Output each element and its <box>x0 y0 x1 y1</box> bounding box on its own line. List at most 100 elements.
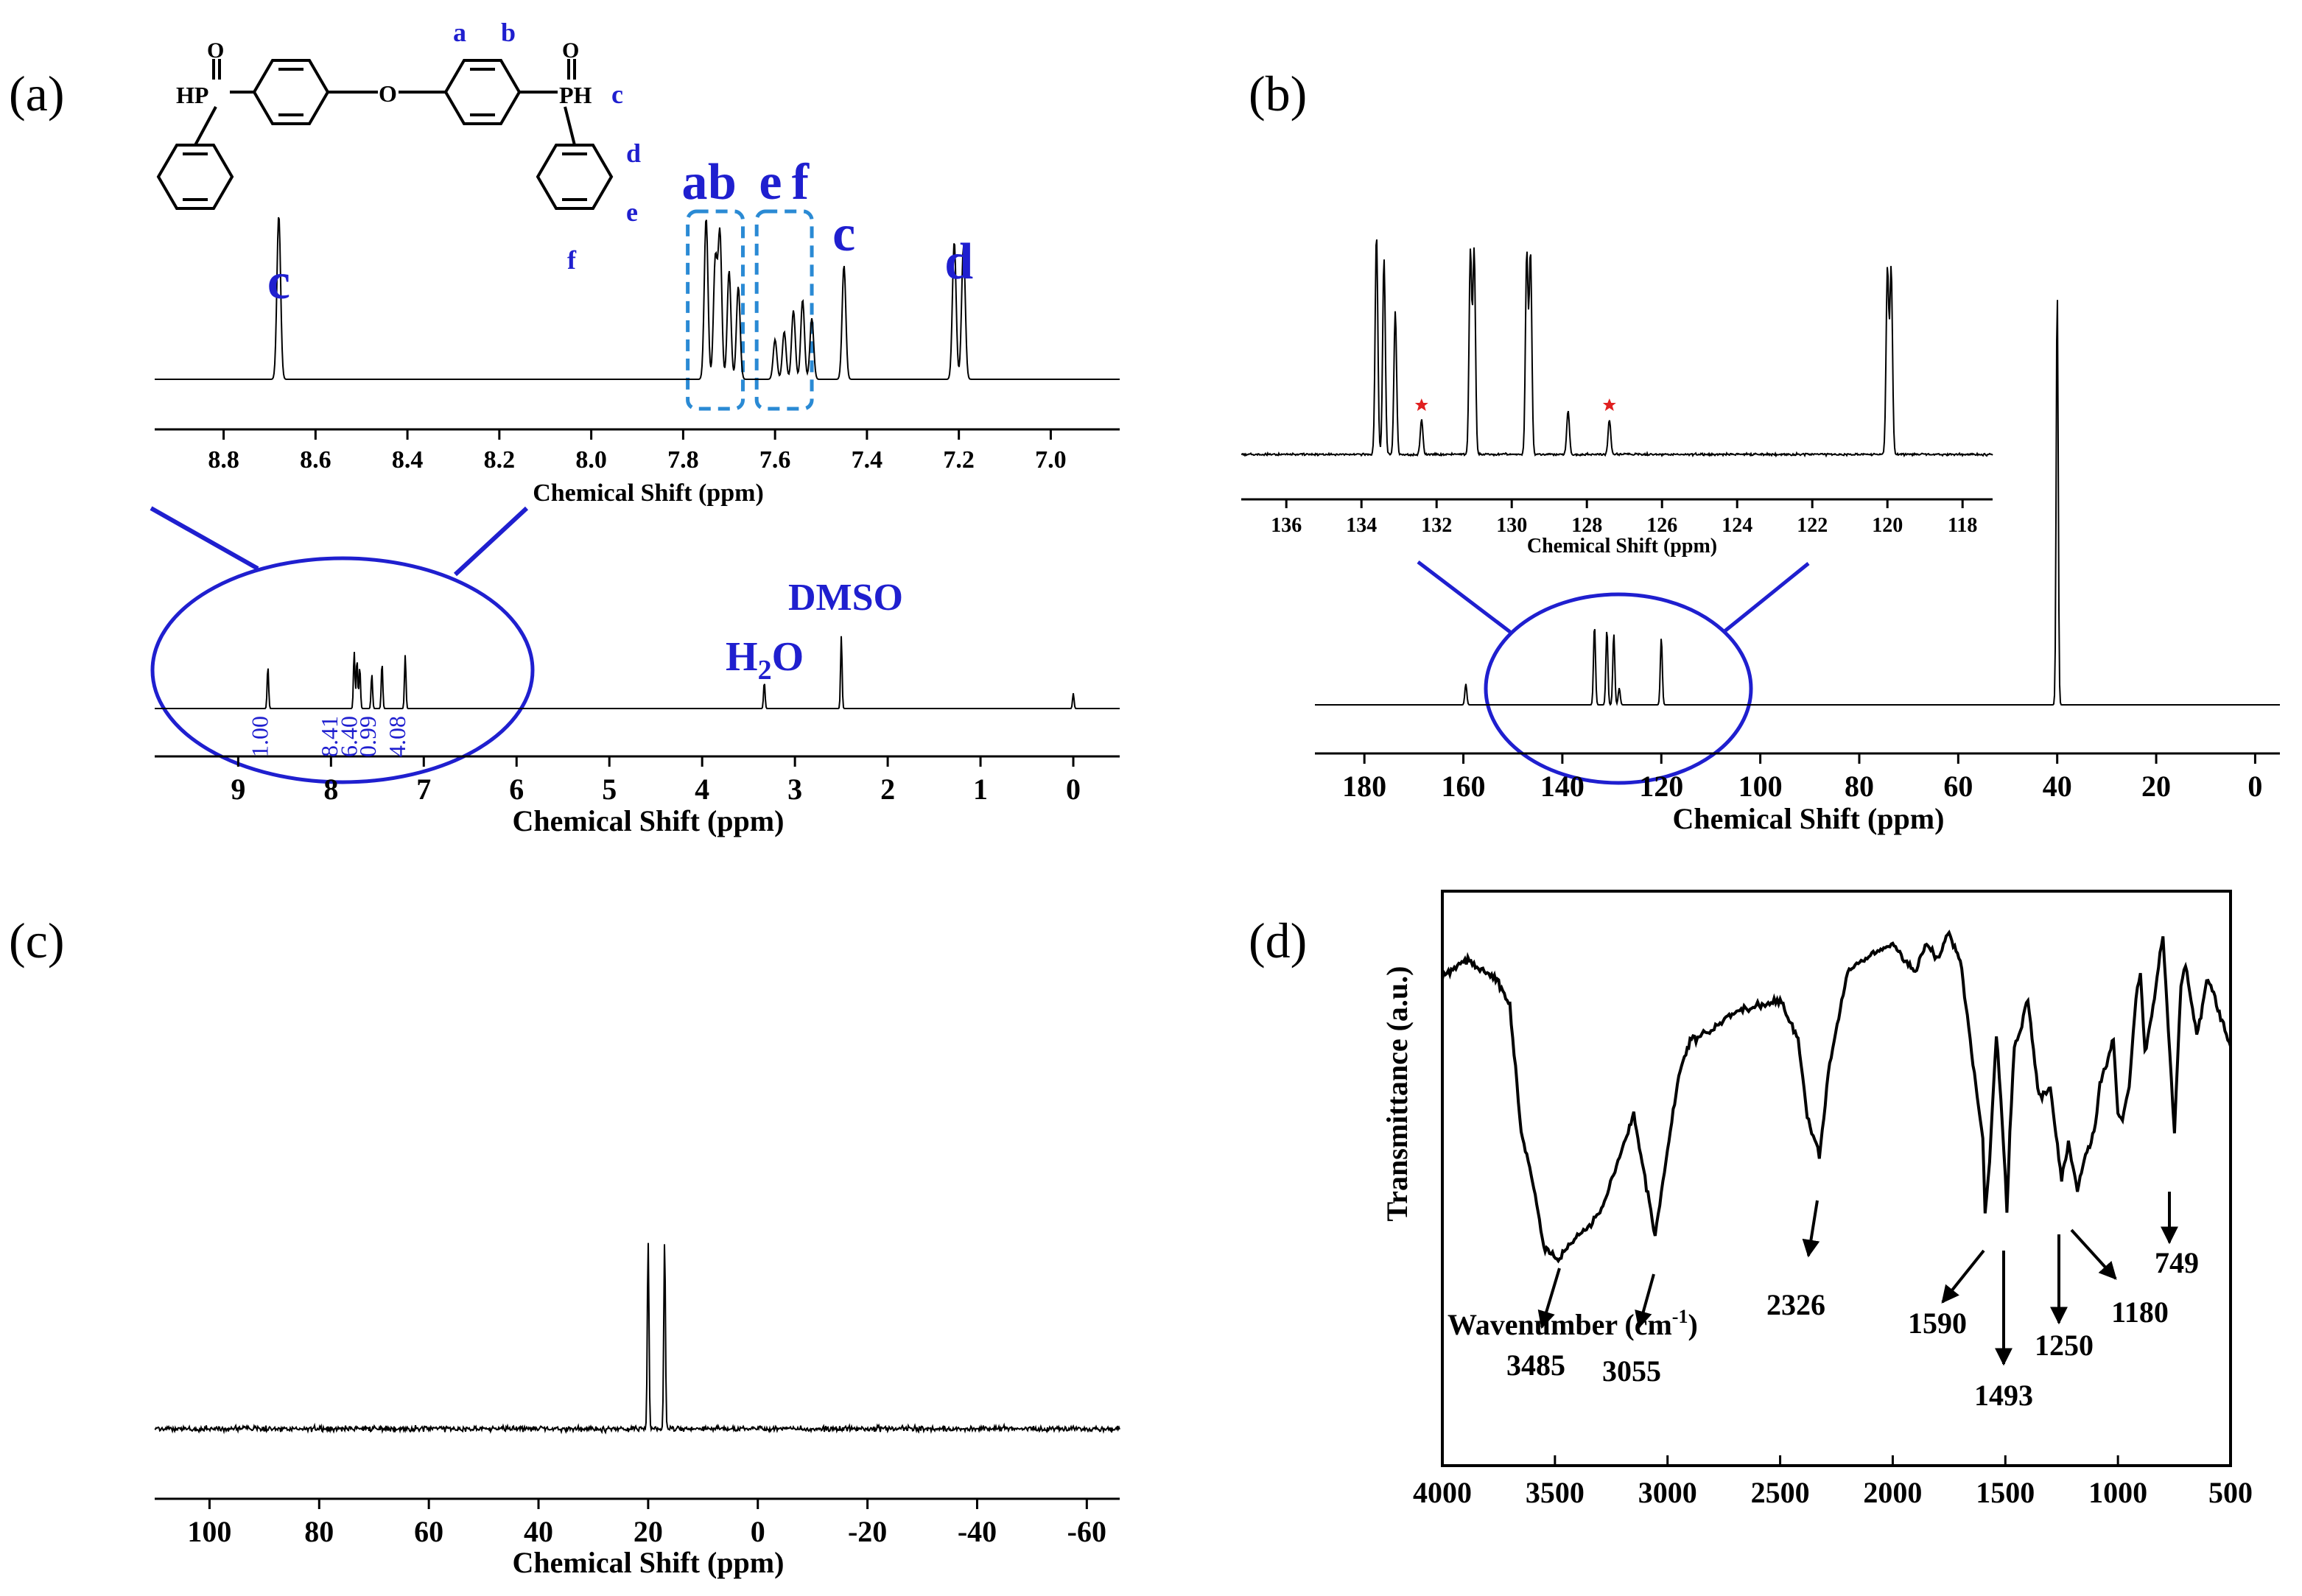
impurity-star-1 <box>1602 398 1616 411</box>
spectrum-line-b-main <box>1315 300 2280 706</box>
structure-po-left: O <box>207 38 224 63</box>
ir-peak-label-2: 2326 <box>1766 1288 1825 1321</box>
x-tick-label-a-main-6: 3 <box>787 773 802 806</box>
peak-label-a-1: a <box>681 154 707 211</box>
peak-label-f-4: f <box>792 154 810 211</box>
x-tick-label-b-main-6: 60 <box>1943 770 1973 803</box>
x-tick-label-a-main-9: 0 <box>1066 773 1081 806</box>
x-axis-title-c-main: Chemical Shift (ppm) <box>513 1546 785 1579</box>
x-tick-label-c-main-0: 100 <box>187 1515 231 1548</box>
ir-peak-label-3: 1590 <box>1908 1307 1967 1340</box>
molecule-structure <box>156 59 614 210</box>
x-tick-label-d-main-4: 2000 <box>1863 1476 1922 1509</box>
annotation-dmso: DMSO <box>788 577 903 619</box>
highlight-box-0 <box>686 209 745 411</box>
ir-peak-label-7: 749 <box>2155 1246 2199 1279</box>
spectrum-line-c-main <box>154 1242 1120 1435</box>
x-tick-label-b-main-3: 120 <box>1639 770 1683 803</box>
x-tick-label-c-main-3: 40 <box>524 1515 553 1548</box>
ir-peak-label-5: 1250 <box>2035 1329 2094 1362</box>
integral-4: 4.08 <box>384 716 410 757</box>
panel-label-b: (b) <box>1249 66 1307 122</box>
panel-label-d: (d) <box>1249 913 1307 969</box>
zoom-connector-b-left <box>1417 560 1512 633</box>
x-tick-label-d-main-6: 1000 <box>2088 1476 2147 1509</box>
annotation-h2o: H2O <box>726 634 804 686</box>
annotation-layer <box>150 506 1810 785</box>
ir-xlabel: Wavenumber (cm-1) <box>1447 1306 1698 1341</box>
structure-label-f: f <box>567 245 577 275</box>
x-tick-label-b-main-5: 80 <box>1845 770 1874 803</box>
ir-arrow-2 <box>1802 1200 1820 1258</box>
peak-label-c-0: c <box>267 253 290 310</box>
ir-peak-label-4: 1493 <box>1974 1379 2033 1412</box>
x-tick-label-c-main-4: 20 <box>634 1515 663 1548</box>
x-axis-title-a-inset: Chemical Shift (ppm) <box>533 479 764 507</box>
x-axis-title-b-inset: Chemical Shift (ppm) <box>1527 535 1717 558</box>
spectrum-line-ir <box>1441 929 2232 1264</box>
spectrum-line-b-inset <box>1241 239 1993 458</box>
ir-arrow-0 <box>1537 1268 1561 1329</box>
x-tick-label-a-main-1: 8 <box>323 773 338 806</box>
x-tick-label-b-inset-8: 120 <box>1872 514 1903 537</box>
x-tick-label-a-main-2: 7 <box>416 773 431 806</box>
x-tick-label-a-main-7: 2 <box>880 773 895 806</box>
x-tick-label-d-main-0: 4000 <box>1413 1476 1472 1509</box>
integral-3: 0.99 <box>354 716 381 757</box>
structure-label-e: e <box>626 197 638 227</box>
ir-arrow-3 <box>1941 1249 1985 1304</box>
plot-layer: 8.8 8.6 8.4 8.2 8.0 7.8 7.6 7.4 7.2 7.0 Chemical S… <box>154 154 2280 1579</box>
x-tick-label-d-main-2: 3000 <box>1638 1476 1697 1509</box>
structure-label-d: d <box>626 138 641 168</box>
structure-ether-oxygen: O <box>379 80 397 107</box>
structure-label-c: c <box>611 80 623 109</box>
ir-ylabel: Transmittance (a.u.) <box>1380 966 1414 1222</box>
x-tick-label-b-inset-9: 118 <box>1948 514 1977 537</box>
x-tick-label-b-inset-2: 132 <box>1421 514 1452 537</box>
x-tick-label-c-main-7: -40 <box>958 1515 997 1548</box>
x-tick-label-a-inset-5: 7.8 <box>667 446 699 474</box>
x-tick-label-a-inset-3: 8.2 <box>484 446 516 474</box>
x-tick-label-a-main-5: 4 <box>695 773 709 806</box>
x-tick-label-a-main-4: 5 <box>602 773 617 806</box>
x-tick-label-b-inset-7: 122 <box>1797 514 1828 537</box>
x-tick-label-a-inset-6: 7.6 <box>759 446 791 474</box>
structure-po-right: O <box>562 38 579 63</box>
integral-2: 6.40 <box>336 716 362 757</box>
x-tick-label-d-main-5: 1500 <box>1976 1476 2035 1509</box>
x-tick-label-b-main-8: 20 <box>2141 770 2171 803</box>
x-tick-label-b-inset-3: 130 <box>1496 514 1527 537</box>
x-tick-label-a-inset-0: 8.8 <box>208 446 239 474</box>
zoom-connector-b-right <box>1722 562 1810 633</box>
x-tick-label-b-inset-5: 126 <box>1646 514 1677 537</box>
ir-frame <box>1441 890 2232 1467</box>
peak-label-b-2: b <box>708 154 737 211</box>
x-tick-label-b-inset-6: 124 <box>1722 514 1752 537</box>
x-axis-title-a-main: Chemical Shift (ppm) <box>513 804 785 837</box>
ir-peak-label-6: 1180 <box>2111 1296 2169 1329</box>
integral-1: 8.41 <box>316 716 343 757</box>
spectrum-line-a-main <box>155 636 1120 709</box>
x-tick-label-b-main-9: 0 <box>2247 770 2262 803</box>
x-tick-label-b-main-0: 180 <box>1342 770 1386 803</box>
impurity-star-0 <box>1414 398 1428 411</box>
peak-label-d-6: d <box>944 233 973 290</box>
structure-ring-4 <box>536 144 614 210</box>
x-tick-label-a-inset-2: 8.4 <box>392 446 424 474</box>
structure-hp: HP <box>176 82 208 108</box>
x-tick-label-d-main-1: 3500 <box>1526 1476 1585 1509</box>
x-tick-label-b-inset-0: 136 <box>1271 514 1302 537</box>
peak-label-e-3: e <box>759 154 782 211</box>
x-tick-label-b-main-1: 160 <box>1442 770 1486 803</box>
ir-arrow-6 <box>2070 1228 2117 1280</box>
zoom-connector-a-right <box>453 506 529 577</box>
x-tick-label-a-main-3: 6 <box>509 773 524 806</box>
structure-label-a: a <box>453 18 466 47</box>
spectrum-line-a-inset <box>155 217 1120 380</box>
x-tick-label-b-inset-4: 128 <box>1571 514 1602 537</box>
ir-arrow-1 <box>1635 1273 1655 1329</box>
x-axis-title-b-main: Chemical Shift (ppm) <box>1673 802 1945 835</box>
x-tick-label-c-main-1: 80 <box>304 1515 334 1548</box>
x-tick-label-a-main-8: 1 <box>973 773 988 806</box>
